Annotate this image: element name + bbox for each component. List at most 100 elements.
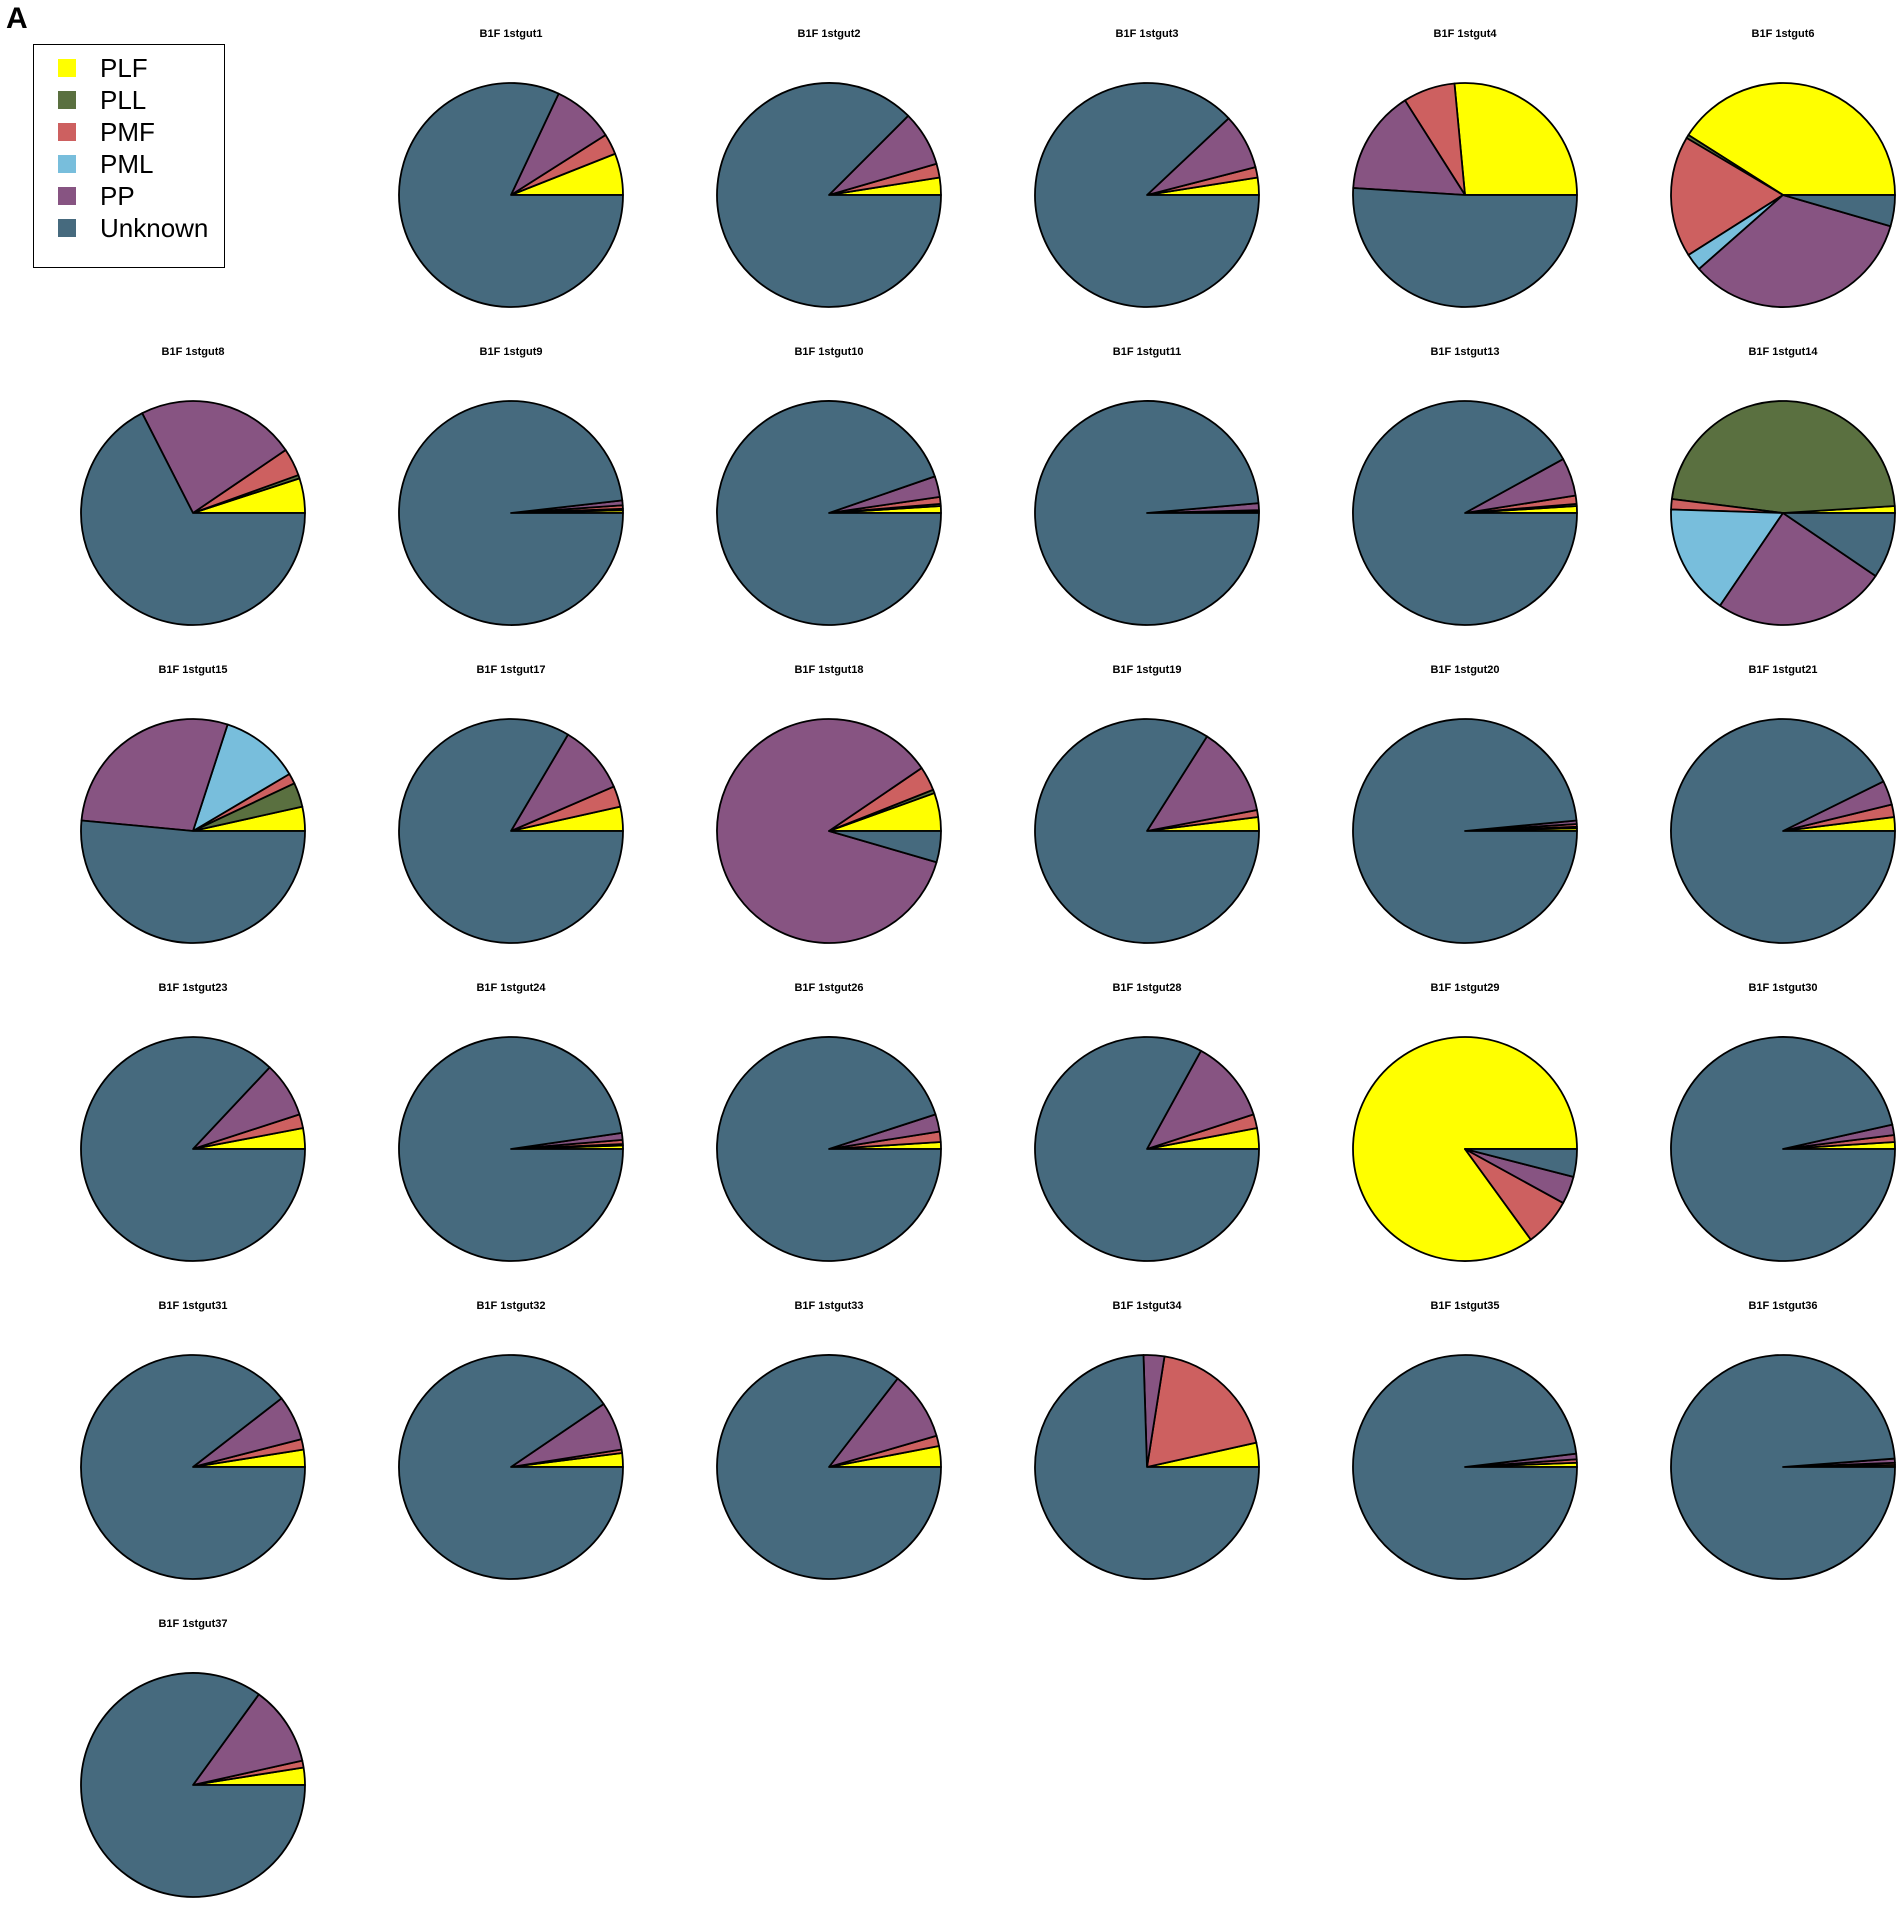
pie-title-17: B1F 1stgut21 — [1748, 664, 1817, 676]
legend-label-pp: PP — [100, 180, 135, 211]
pie-26: B1F 1stgut33 — [716, 1300, 942, 1580]
pie-24-slice-unknown — [80, 1354, 306, 1580]
pie-12-slice-pp — [80, 718, 229, 832]
pie-27-slice-pmf — [1146, 1355, 1258, 1468]
pie-2-slice-unknown — [716, 82, 942, 308]
panel-label: A — [6, 2, 28, 35]
pie-title-21: B1F 1stgut28 — [1112, 982, 1181, 994]
legend-label-pll: PLL — [100, 84, 147, 115]
pie-19-slice-unknown — [398, 1036, 624, 1262]
pie-21: B1F 1stgut28 — [1034, 982, 1260, 1262]
pie-title-16: B1F 1stgut20 — [1430, 664, 1499, 676]
pie-12-slice-unknown — [80, 819, 306, 944]
pie-13: B1F 1stgut17 — [398, 664, 624, 944]
legend-swatch-pp — [58, 187, 76, 205]
pie-title-11: B1F 1stgut14 — [1748, 346, 1818, 358]
pie-21-slice-unknown — [1034, 1036, 1260, 1262]
pie-28: B1F 1stgut35 — [1352, 1300, 1578, 1580]
pie-27: B1F 1stgut34 — [1034, 1300, 1260, 1580]
pie-8: B1F 1stgut10 — [716, 346, 942, 626]
pie-11-slice-pp — [1719, 512, 1877, 626]
pie-20: B1F 1stgut26 — [716, 982, 942, 1262]
pie-23: B1F 1stgut30 — [1670, 982, 1896, 1262]
pie-25-slice-unknown — [398, 1354, 624, 1580]
pie-title-23: B1F 1stgut30 — [1748, 982, 1817, 994]
pie-title-15: B1F 1stgut19 — [1112, 664, 1181, 676]
pie-5: B1F 1stgut6 — [1670, 28, 1896, 308]
pie-4-slice-pp — [1352, 99, 1466, 196]
pie-title-8: B1F 1stgut10 — [794, 346, 863, 358]
pie-4-slice-plf — [1453, 82, 1578, 196]
legend-item-pmf: PMF — [58, 117, 155, 147]
pie-25: B1F 1stgut32 — [398, 1300, 624, 1580]
pie-22-slice-unknown — [1464, 1148, 1578, 1178]
pie-30-slice-pp — [192, 1693, 304, 1786]
pie-15-slice-unknown — [1034, 718, 1260, 944]
pie-2: B1F 1stgut2 — [716, 28, 942, 308]
pie-28-slice-unknown — [1352, 1354, 1578, 1580]
pie-9-slice-unknown — [1034, 400, 1260, 626]
pie-30-slice-unknown — [80, 1672, 306, 1898]
legend-item-pp: PP — [58, 181, 135, 211]
pie-17-slice-unknown — [1670, 718, 1896, 944]
pie-24: B1F 1stgut31 — [80, 1300, 306, 1580]
pie-title-3: B1F 1stgut3 — [1116, 28, 1179, 40]
pie-26-slice-unknown — [716, 1354, 942, 1580]
pie-title-19: B1F 1stgut24 — [476, 982, 546, 994]
pie-title-4: B1F 1stgut4 — [1434, 28, 1498, 40]
pie-17: B1F 1stgut21 — [1670, 664, 1896, 944]
pie-6-slice-pp — [141, 400, 287, 514]
pie-11-slice-pll — [1670, 400, 1896, 514]
legend-item-unknown: Unknown — [58, 213, 208, 243]
legend-swatch-pmf — [58, 123, 76, 141]
pie-9: B1F 1stgut11 — [1034, 346, 1260, 626]
pie-title-12: B1F 1stgut15 — [158, 664, 227, 676]
legend-label-pml: PML — [100, 148, 154, 179]
pie-19: B1F 1stgut24 — [398, 982, 624, 1262]
pie-7: B1F 1stgut9 — [398, 346, 624, 626]
pie-30: B1F 1stgut37 — [80, 1618, 306, 1898]
legend-label-pmf: PMF — [100, 116, 155, 147]
pie-title-9: B1F 1stgut11 — [1113, 346, 1181, 358]
legend-item-pml: PML — [58, 149, 153, 179]
pie-14-slice-unknown — [828, 830, 942, 864]
legend-swatch-pml — [58, 155, 76, 173]
pie-14-slice-pp — [716, 718, 938, 944]
pie-title-1: B1F 1stgut1 — [480, 28, 543, 40]
pie-11-slice-unknown — [1782, 512, 1896, 577]
legend: PLF PLL PMF PML PP Unknown — [33, 44, 225, 268]
pie-5-slice-unknown — [1782, 194, 1896, 228]
pie-title-10: B1F 1stgut13 — [1430, 346, 1499, 358]
pie-title-20: B1F 1stgut26 — [794, 982, 863, 994]
legend-item-plf: PLF — [58, 53, 148, 83]
pie-29-slice-unknown — [1670, 1354, 1896, 1580]
pie-16: B1F 1stgut20 — [1352, 664, 1578, 944]
pie-5-slice-pp — [1698, 194, 1892, 308]
pie-22: B1F 1stgut29 — [1352, 982, 1578, 1262]
pie-title-6: B1F 1stgut8 — [162, 346, 225, 358]
pie-29: B1F 1stgut36 — [1670, 1300, 1896, 1580]
pie-20-slice-unknown — [716, 1036, 942, 1262]
pie-title-29: B1F 1stgut36 — [1748, 1300, 1817, 1312]
pie-5-slice-pmf — [1670, 137, 1784, 256]
pie-8-slice-unknown — [716, 400, 942, 626]
legend-item-pll: PLL — [58, 85, 146, 115]
pie-15-slice-pp — [1146, 735, 1258, 832]
pie-14: B1F 1stgut18 — [716, 664, 942, 944]
pie-title-22: B1F 1stgut29 — [1430, 982, 1499, 994]
pie-1-slice-unknown — [398, 82, 624, 308]
pie-title-24: B1F 1stgut31 — [158, 1300, 227, 1312]
pie-12: B1F 1stgut15 — [80, 664, 306, 944]
legend-swatch-unknown — [58, 219, 76, 237]
pie-13-slice-unknown — [398, 718, 624, 944]
legend-swatch-plf — [58, 59, 76, 77]
pie-15: B1F 1stgut19 — [1034, 664, 1260, 944]
pie-title-26: B1F 1stgut33 — [794, 1300, 863, 1312]
pie-7-slice-unknown — [398, 400, 624, 626]
pie-3-slice-unknown — [1034, 82, 1260, 308]
pie-1: B1F 1stgut1 — [398, 28, 624, 308]
pie-3: B1F 1stgut3 — [1034, 28, 1260, 308]
pie-11: B1F 1stgut14 — [1670, 346, 1896, 626]
pie-title-7: B1F 1stgut9 — [480, 346, 543, 358]
